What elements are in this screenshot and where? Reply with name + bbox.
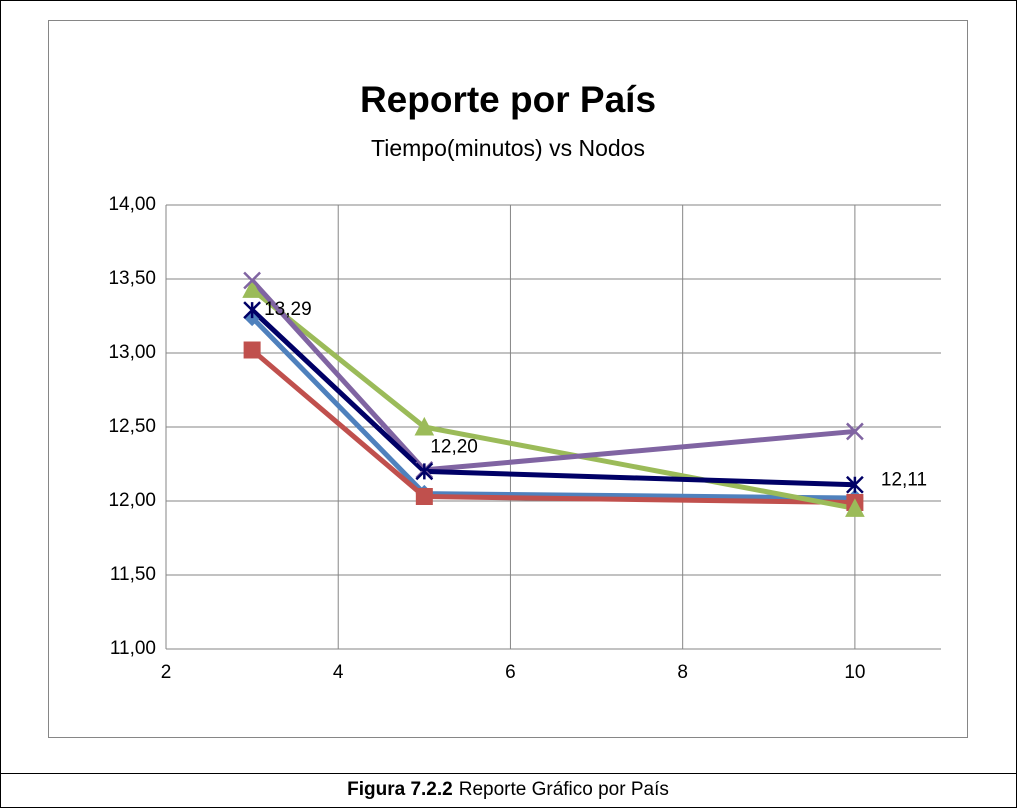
marker — [846, 422, 864, 441]
marker — [846, 475, 864, 494]
caption-text: Reporte Gráfico por País — [459, 779, 669, 800]
marker — [845, 498, 865, 517]
y-tick-label: 13,50 — [108, 268, 156, 289]
y-tick-label: 13,00 — [108, 342, 156, 363]
data-label: 12,11 — [881, 470, 927, 491]
marker — [415, 462, 434, 481]
marker — [242, 279, 262, 298]
chart-subtitle: Tiempo(minutos) vs Nodos — [371, 135, 645, 161]
marker — [243, 271, 261, 290]
caption: Figura 7.2.2 Reporte Gráfico por País — [347, 779, 669, 800]
y-tick-label: 11,00 — [110, 638, 156, 659]
chart-title: Reporte por País — [360, 79, 656, 120]
x-tick-label: 4 — [333, 662, 344, 683]
y-tick-label: 12,50 — [108, 416, 156, 437]
marker — [243, 301, 261, 319]
data-label: 12,20 — [430, 436, 478, 457]
x-tick-label: 2 — [161, 662, 172, 683]
marker — [243, 341, 261, 359]
y-tick-label: 11,50 — [110, 564, 156, 585]
x-tick-label: 10 — [844, 662, 865, 683]
y-tick-label: 14,00 — [108, 194, 156, 215]
caption-label: Figura 7.2.2 — [347, 779, 453, 800]
y-tick-label: 12,00 — [108, 490, 156, 511]
marker — [415, 488, 433, 506]
x-tick-label: 8 — [677, 662, 688, 683]
marker — [414, 416, 435, 436]
x-tick-label: 6 — [505, 662, 516, 683]
data-label: 13,29 — [264, 299, 312, 320]
chart-frame — [48, 20, 968, 738]
